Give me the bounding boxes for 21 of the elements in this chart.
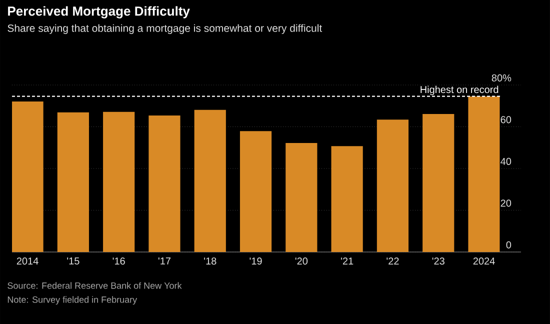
source-note: Source: Federal Reserve Bank of New York bbox=[8, 282, 182, 289]
chart-title: Perceived Mortgage Difficulty bbox=[8, 6, 190, 18]
x-tick-label: '23 bbox=[432, 258, 444, 265]
x-tick-label: '21 bbox=[341, 258, 354, 264]
y-tick-label: 80% bbox=[492, 74, 512, 82]
y-tick-label: 0 bbox=[506, 241, 512, 248]
x-tick-label: '15 bbox=[67, 258, 80, 264]
y-tick-label: 40 bbox=[500, 158, 512, 165]
x-tick-label: '20 bbox=[295, 258, 308, 265]
x-tick-label: '22 bbox=[386, 258, 399, 264]
x-tick-label: '17 bbox=[158, 258, 170, 264]
x-tick-label: 2014 bbox=[16, 258, 38, 265]
x-tick-label: '16 bbox=[112, 258, 125, 265]
x-tick-label: 2024 bbox=[473, 258, 495, 265]
text: Note: Survey fielded in February bbox=[8, 296, 138, 305]
y-tick-label: 60 bbox=[500, 116, 512, 124]
chart-subtitle: Share saying that obtaining a mortgage is somewhat or very difficult bbox=[8, 24, 322, 34]
x-tick-label: '18 bbox=[204, 258, 216, 265]
x-tick-label: '19 bbox=[250, 258, 262, 265]
y-tick-label: 20 bbox=[500, 200, 512, 207]
ref-line-label: Highest on record bbox=[420, 86, 498, 96]
